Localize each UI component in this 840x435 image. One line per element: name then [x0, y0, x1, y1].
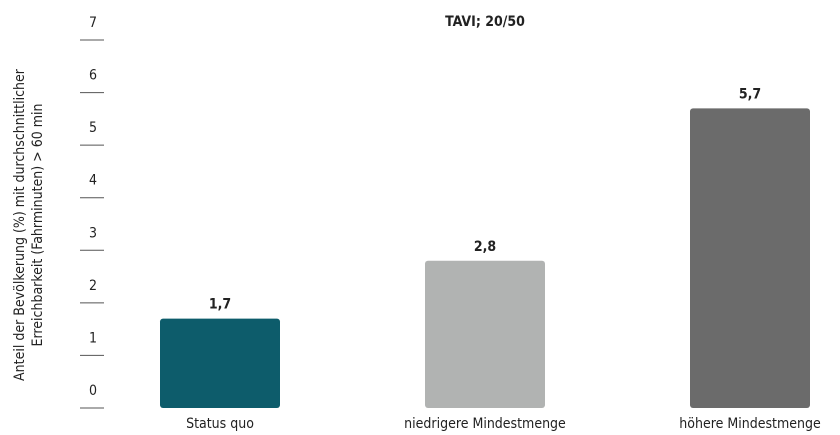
y-tick-label: 1: [89, 330, 97, 346]
chart-title: TAVI; 20/50: [445, 14, 525, 30]
y-tick-label: 5: [89, 120, 97, 136]
x-tick-label: Status quo: [186, 416, 254, 432]
value-label: 2,8: [474, 239, 496, 255]
x-tick-label: niedrigere Mindestmenge: [404, 416, 566, 432]
y-tick-label: 7: [89, 15, 97, 31]
y-tick-label: 0: [89, 383, 97, 399]
y-tick-label: 6: [89, 68, 97, 84]
x-tick-label: höhere Mindestmenge: [679, 416, 821, 432]
y-axis-label: Anteil der Bevölkerung (%) mit durchschn…: [12, 68, 46, 381]
y-tick-label: 3: [89, 225, 97, 241]
y-tick-label: 2: [89, 278, 97, 294]
value-label: 5,7: [739, 86, 761, 102]
y-axis-label-line: Anteil der Bevölkerung (%) mit durchschn…: [12, 68, 28, 381]
bar: [160, 318, 280, 408]
bar: [425, 260, 545, 408]
bar: [690, 108, 810, 408]
y-axis-label-line: Erreichbarkeit (Fahrminuten) > 60 min: [30, 104, 46, 347]
y-tick-label: 4: [89, 173, 97, 189]
value-label: 1,7: [209, 297, 231, 313]
